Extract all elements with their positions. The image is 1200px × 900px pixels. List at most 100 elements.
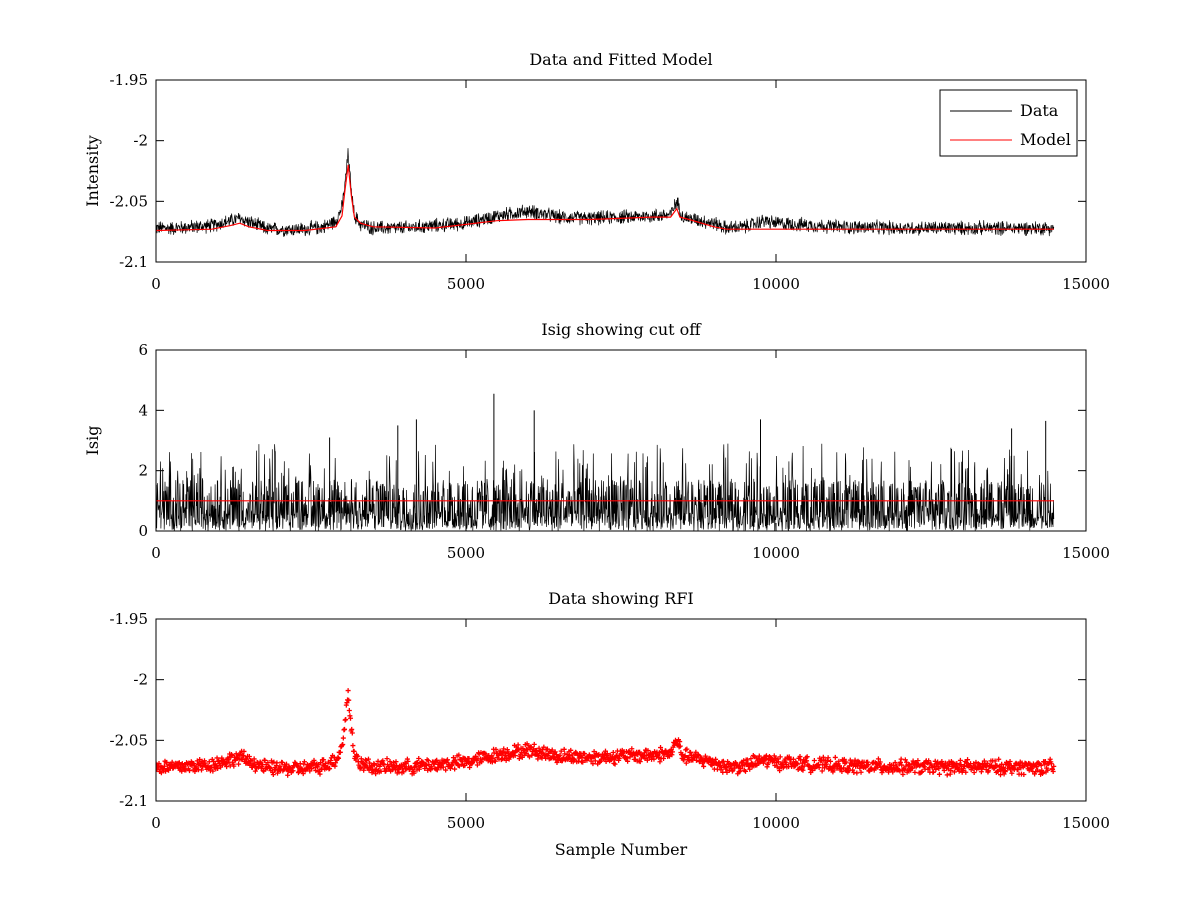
y-tick-label: 4 [138,401,148,419]
rfi-marker [637,759,643,765]
rfi-marker [719,765,725,771]
rfi-marker [904,759,910,765]
rfi-marker [503,752,509,758]
rfi-marker [948,768,954,774]
rfi-marker [358,765,364,771]
rfi-marker [1048,761,1054,767]
rfi-marker [804,754,810,760]
rfi-marker [912,769,918,775]
rfi-marker [799,760,805,766]
rfi-marker [996,756,1002,762]
rfi-marker [568,747,574,753]
rfi-marker [384,756,390,762]
rfi-marker [236,761,242,767]
rfi-marker [651,756,657,762]
rfi-marker [452,766,458,772]
rfi-marker [219,755,225,761]
rfi-marker [317,771,323,777]
rfi-marker [693,749,699,755]
series-model [156,164,1054,232]
rfi-marker [777,754,783,760]
rfi-marker [378,768,384,774]
rfi-marker [625,758,631,764]
rfi-marker [997,772,1003,778]
rfi-marker [327,765,333,771]
rfi-marker [771,753,777,759]
y-tick-label: -1.95 [110,71,148,89]
rfi-marker [1000,764,1006,770]
rfi-marker [670,749,676,755]
rfi-marker [215,766,221,772]
rfi-marker [411,770,417,776]
rfi-marker [554,759,560,765]
rfi-marker [374,762,380,768]
rfi-marker [1007,758,1013,764]
rfi-marker [582,751,588,757]
rfi-marker [995,768,1001,774]
rfi-marker [898,756,904,762]
rfi-marker [677,739,683,745]
rfi-marker [387,759,393,765]
rfi-marker [557,752,563,758]
rfi-marker [892,759,898,765]
rfi-marker [1038,762,1044,768]
rfi-marker [443,767,449,773]
rfi-marker [561,746,567,752]
chart-title: Data showing RFI [548,589,693,608]
rfi-marker [340,735,346,741]
rfi-marker [677,743,683,749]
rfi-marker [340,742,346,748]
rfi-marker [869,766,875,772]
rfi-marker [206,759,212,765]
rfi-marker [701,763,707,769]
rfi-marker [156,760,162,766]
rfi-marker [743,768,749,774]
rfi-marker [760,760,766,766]
x-tick-label: 0 [151,814,161,832]
y-tick-label: 2 [138,462,148,480]
rfi-marker [858,769,864,775]
rfi-marker [169,759,175,765]
rfi-marker [241,748,247,754]
rfi-marker [444,757,450,763]
x-tick-label: 0 [151,275,161,293]
rfi-marker [748,756,754,762]
rfi-marker [720,769,726,775]
rfi-marker [828,758,834,764]
x-tick-label: 10000 [752,814,800,832]
rfi-marker [592,758,598,764]
rfi-marker [656,755,662,761]
x-tick-label: 5000 [447,275,485,293]
rfi-marker [274,760,280,766]
rfi-marker [877,759,883,765]
rfi-marker [936,771,942,777]
plot-content [156,148,1055,237]
rfi-marker [290,768,296,774]
rfi-marker [405,758,411,764]
rfi-marker [1021,771,1027,777]
rfi-marker [965,757,971,763]
rfi-marker [414,767,420,773]
rfi-marker [277,763,283,769]
rfi-marker [1002,769,1008,775]
rfi-marker [248,758,254,764]
rfi-marker [747,766,753,772]
y-tick-label: 6 [138,341,148,359]
rfi-marker [933,767,939,773]
rfi-marker [424,762,430,768]
rfi-marker [246,754,252,760]
rfi-marker [295,764,301,770]
chart-title: Data and Fitted Model [529,50,712,69]
rfi-marker [765,760,771,766]
rfi-marker [755,756,761,762]
rfi-marker [541,744,547,750]
rfi-marker [346,707,352,713]
rfi-marker [440,764,446,770]
rfi-marker [351,748,357,754]
plot-content [156,393,1055,531]
rfi-marker [343,717,349,723]
rfi-marker [549,747,555,753]
y-tick-label: -2.1 [119,792,148,810]
rfi-marker [210,768,216,774]
rfi-marker [262,757,268,763]
